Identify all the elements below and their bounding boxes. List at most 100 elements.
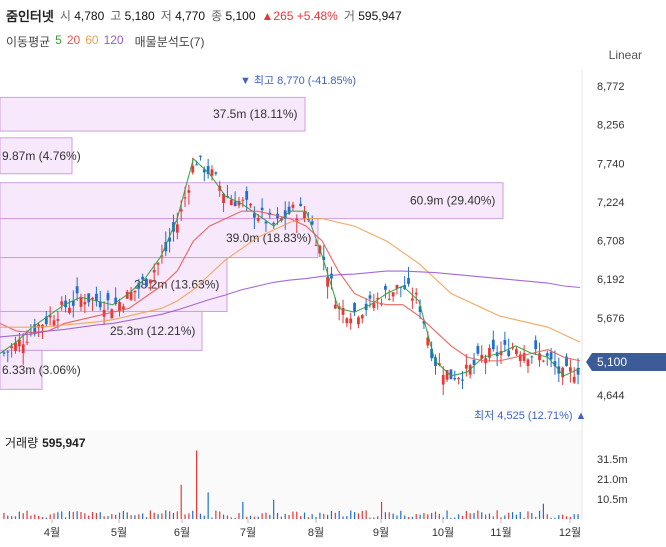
ma-legend[interactable]: 이동평균 5 20 60 120 매물분석도(7) bbox=[6, 33, 204, 50]
candle-body bbox=[249, 203, 252, 206]
price-axis: 8,772 8,256 7,740 7,224 6,708 6,192 5,676 4,644 bbox=[597, 81, 625, 402]
candle-body bbox=[14, 342, 17, 351]
volume-tick-label: 10.5m bbox=[597, 494, 628, 506]
candle-body bbox=[83, 302, 87, 305]
ma-60: 60 bbox=[85, 33, 99, 47]
candle-body bbox=[384, 286, 387, 290]
high-value: 5,180 bbox=[124, 9, 155, 23]
candle-body bbox=[17, 339, 21, 347]
scale-label: Linear bbox=[608, 48, 642, 62]
candle-body bbox=[330, 273, 333, 279]
candle-body bbox=[568, 367, 572, 372]
high-label: 고 bbox=[110, 9, 122, 23]
ma-line-60 bbox=[0, 218, 581, 343]
candle-body bbox=[33, 324, 37, 334]
candle-body bbox=[414, 292, 418, 295]
candle-body bbox=[118, 302, 121, 311]
volume-panel-bg bbox=[0, 430, 582, 519]
price-tick-label: 6,708 bbox=[597, 236, 625, 248]
stock-name: 줌인터넷 bbox=[6, 9, 54, 24]
candle-body bbox=[241, 199, 245, 201]
time-tick-label: 10월 bbox=[432, 526, 454, 539]
volume-title: 거래량 595,947 bbox=[5, 436, 86, 450]
candle-body bbox=[152, 270, 156, 273]
time-tick-label: 9월 bbox=[373, 526, 389, 539]
candle-body bbox=[326, 277, 330, 287]
time-tick-label: 4월 bbox=[44, 526, 60, 539]
candle-body bbox=[129, 291, 133, 300]
change-percent: +5.48% bbox=[296, 8, 338, 23]
scale-selector[interactable]: Linear bbox=[609, 48, 642, 62]
candle-body bbox=[291, 204, 295, 208]
candle-body bbox=[44, 316, 48, 325]
price-tick-label: 8,772 bbox=[597, 81, 625, 93]
candle-body bbox=[449, 369, 453, 380]
candle-body bbox=[488, 348, 491, 358]
candle-body bbox=[210, 169, 214, 176]
change-value: 265 bbox=[273, 8, 294, 23]
candle-body bbox=[52, 320, 56, 326]
candle-body bbox=[206, 166, 210, 175]
candle-body bbox=[457, 377, 461, 379]
candle-body bbox=[310, 221, 314, 225]
candle-body bbox=[175, 224, 179, 233]
candle-body bbox=[98, 301, 102, 308]
candle-body bbox=[472, 359, 476, 365]
candle-body bbox=[25, 341, 29, 343]
ma-120: 120 bbox=[103, 33, 124, 47]
candle-body bbox=[6, 351, 10, 353]
candle-body bbox=[553, 361, 557, 367]
current-price-box-shape bbox=[586, 353, 666, 371]
candle-body bbox=[195, 164, 198, 166]
candle-body bbox=[60, 301, 64, 305]
stock-header: 줌인터넷 시 4,780 고 5,180 저 4,770 종 5,100 ▲26… bbox=[6, 6, 402, 25]
price-tick-label: 4,644 bbox=[597, 390, 625, 402]
profile-bar bbox=[0, 349, 43, 390]
profile-bar bbox=[0, 96, 306, 132]
time-tick-label: 6월 bbox=[174, 526, 190, 539]
candle-body bbox=[48, 315, 52, 318]
candle-body bbox=[283, 210, 287, 219]
volume-profile-toggle[interactable]: 매물분석도(7) bbox=[134, 35, 205, 49]
high-marker-text: 최고 8,770 (-41.85%) bbox=[254, 74, 356, 87]
candle-body bbox=[256, 217, 260, 221]
candle-body bbox=[565, 356, 568, 366]
candle-body bbox=[272, 222, 276, 225]
candle-body bbox=[295, 218, 299, 222]
candle-body bbox=[148, 279, 152, 284]
candle-body bbox=[360, 315, 364, 319]
candle-body bbox=[422, 321, 426, 324]
candle-body bbox=[229, 199, 233, 206]
candle-body bbox=[503, 339, 507, 345]
volume-tick-label: 31.5m bbox=[597, 454, 628, 466]
ma-20: 20 bbox=[66, 33, 81, 47]
candle-body bbox=[137, 282, 141, 288]
candle-body bbox=[237, 201, 241, 206]
candle-body bbox=[299, 203, 303, 206]
current-price-label: 5,100 bbox=[597, 355, 627, 369]
candle-body bbox=[507, 350, 511, 357]
profile-bar bbox=[0, 218, 319, 259]
candle-body bbox=[441, 375, 445, 385]
candle-body bbox=[387, 298, 391, 300]
candle-body bbox=[426, 337, 430, 346]
candle-body bbox=[156, 263, 160, 265]
candle-body bbox=[541, 360, 545, 362]
candle-body bbox=[179, 209, 183, 212]
profile-label: 37.5m (18.11%) bbox=[213, 107, 298, 121]
candle-body bbox=[314, 245, 318, 247]
candle-body bbox=[322, 256, 326, 260]
low-label: 저 bbox=[160, 9, 172, 23]
candle-body bbox=[461, 379, 464, 381]
volume-tick-label: 21.0m bbox=[597, 474, 628, 486]
low-marker-text: 최저 4,525 (12.71%) bbox=[474, 409, 573, 422]
candle-body bbox=[545, 353, 549, 357]
candle-body bbox=[133, 290, 137, 293]
close-label: 종 bbox=[211, 9, 223, 23]
candle-body bbox=[476, 345, 480, 354]
candle-body bbox=[357, 317, 360, 325]
candle-body bbox=[114, 297, 118, 305]
candle-body bbox=[264, 221, 268, 224]
volume-label: 거 bbox=[343, 9, 355, 23]
